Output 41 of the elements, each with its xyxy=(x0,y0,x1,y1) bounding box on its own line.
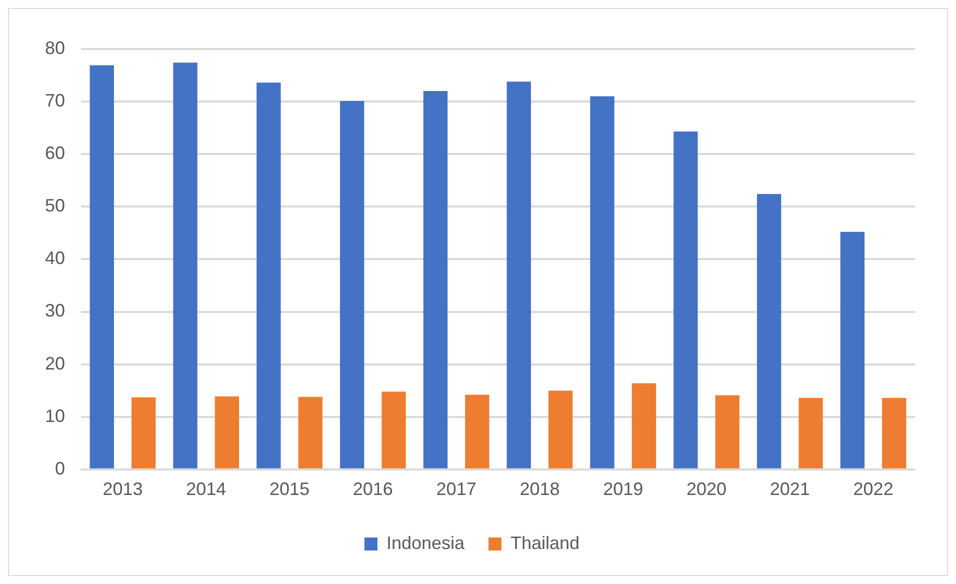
bar xyxy=(382,392,406,468)
y-tick-label: 40 xyxy=(44,248,66,268)
y-tick-label: 70 xyxy=(44,90,66,111)
x-tick-label: 2018 xyxy=(520,479,560,500)
y-tick-label: 10 xyxy=(44,406,66,426)
y-tick-label: 50 xyxy=(44,196,66,216)
x-tick-label: 2015 xyxy=(269,479,310,500)
y-tick-label: 80 xyxy=(44,38,66,58)
x-tick-label: 2016 xyxy=(352,479,393,500)
bar xyxy=(214,396,240,468)
bar xyxy=(715,395,740,468)
bar xyxy=(298,396,322,468)
bar xyxy=(465,394,490,468)
bar xyxy=(590,96,614,468)
bar xyxy=(340,101,364,468)
bar xyxy=(632,383,656,468)
x-tick-label: 2022 xyxy=(853,479,894,500)
bar xyxy=(756,194,782,468)
x-tick-label: 2014 xyxy=(186,479,226,500)
bar xyxy=(131,397,156,468)
bar xyxy=(506,82,531,468)
y-tick-label: 0 xyxy=(55,458,66,478)
legend-label: Indonesia xyxy=(386,532,466,553)
bar xyxy=(173,62,198,468)
bar xyxy=(840,232,865,468)
bar xyxy=(548,390,573,468)
bar xyxy=(423,91,448,468)
bar xyxy=(90,65,114,468)
bar xyxy=(882,398,906,468)
x-tick-label: 2019 xyxy=(603,479,644,500)
y-tick-label: 60 xyxy=(44,143,66,164)
y-tick-label: 20 xyxy=(44,353,66,374)
x-tick-label: 2013 xyxy=(102,479,143,500)
bar xyxy=(256,82,281,468)
bar xyxy=(798,398,823,468)
x-tick-label: 2020 xyxy=(686,479,727,500)
legend-label: Thailand xyxy=(510,532,580,553)
x-tick-label: 2021 xyxy=(770,479,810,500)
bar xyxy=(674,132,698,468)
x-tick-label: 2017 xyxy=(436,479,476,500)
y-tick-label: 30 xyxy=(44,300,66,321)
